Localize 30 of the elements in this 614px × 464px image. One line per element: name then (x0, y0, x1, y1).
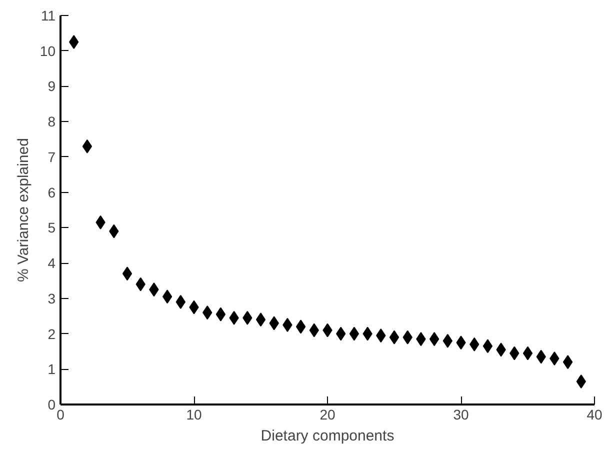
point (389, 330, 400, 344)
x-tick-label: 30 (453, 406, 469, 422)
point (522, 346, 533, 360)
x-tick-label: 20 (320, 406, 336, 422)
y-tick-label: 11 (40, 8, 56, 24)
x-tick-label: 10 (186, 406, 202, 422)
y-tick-label: 4 (48, 255, 56, 272)
point (216, 307, 226, 322)
y-tick-label: 2 (48, 326, 56, 342)
y-tick-label: 3 (48, 290, 56, 306)
point (162, 290, 172, 304)
y-tick-label: 0 (48, 396, 56, 412)
y-tick-label: 1 (48, 361, 56, 378)
y-axis-title: % Variance explained (14, 138, 32, 282)
y-tick-label: 6 (48, 184, 56, 200)
y-tick-label: 5 (48, 220, 56, 236)
point (122, 266, 132, 281)
point (296, 320, 306, 334)
y-tick-label: 8 (48, 114, 56, 130)
point (349, 326, 360, 341)
point (562, 355, 573, 370)
point (482, 339, 493, 354)
x-tick-label: 40 (586, 406, 602, 422)
point (429, 332, 440, 346)
y-tick-label: 9 (48, 78, 56, 94)
x-axis-title: Dietary components (260, 428, 394, 444)
y-tick-label: 10 (40, 42, 56, 59)
y-tick-label: 7 (48, 148, 56, 165)
point (256, 312, 266, 327)
point (82, 139, 92, 154)
